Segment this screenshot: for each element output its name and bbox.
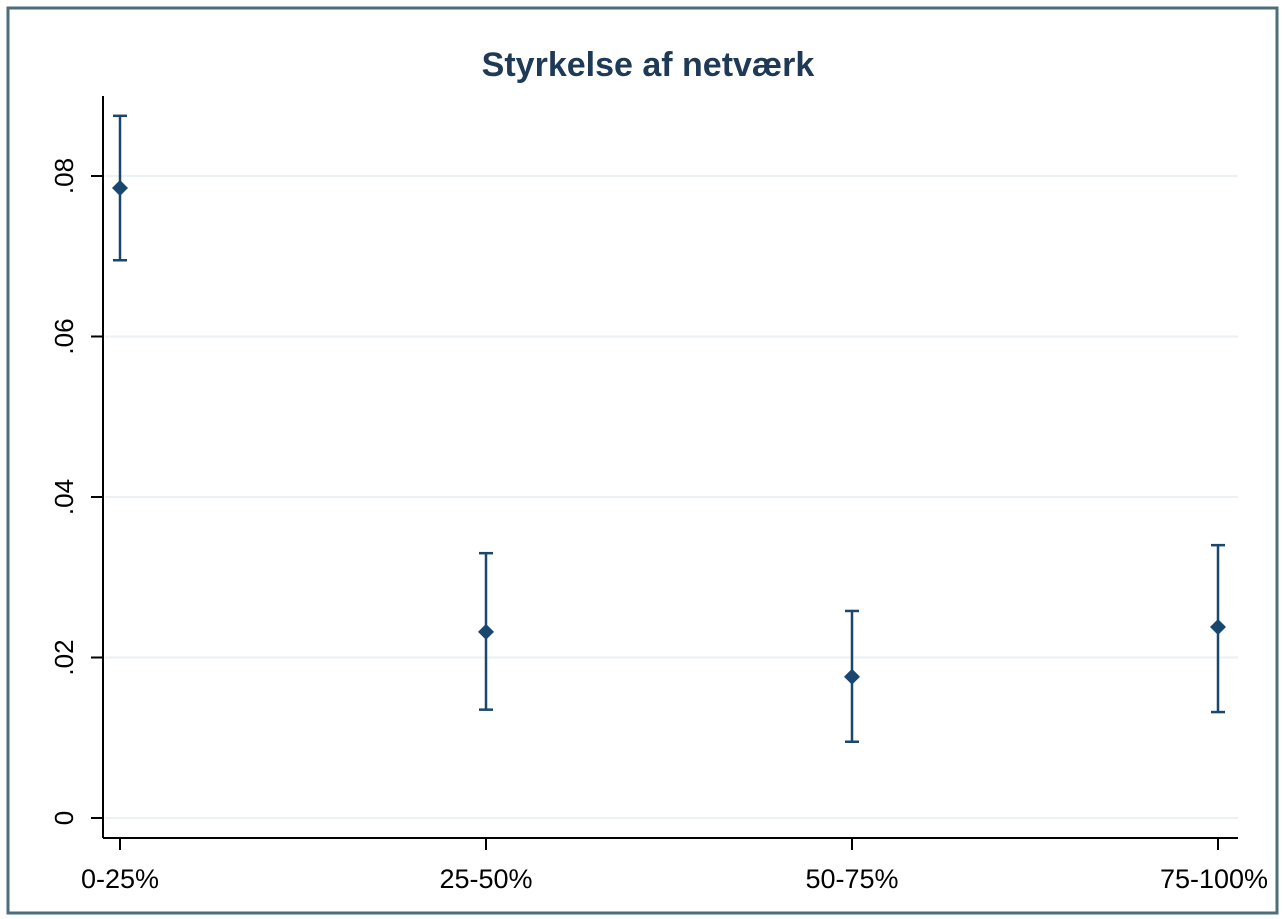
data-point-marker — [112, 180, 128, 197]
x-tick-label: 50-75% — [805, 864, 898, 894]
chart-title: Styrkelse af netværk — [482, 46, 815, 84]
x-axis: 0-25% 25-50% 50-75% 75-100% — [81, 837, 1268, 894]
y-tick-label: .04 — [49, 479, 79, 515]
data-point-group — [112, 114, 128, 262]
x-tick-label: 75-100% — [1160, 864, 1268, 894]
x-tick-label: 0-25% — [81, 864, 159, 894]
y-tick-label: .08 — [49, 158, 79, 194]
outer-border — [6, 6, 1279, 915]
data-point-marker — [844, 668, 860, 685]
data-point-marker — [1210, 619, 1226, 636]
data-marks — [112, 114, 1226, 744]
gridlines — [105, 175, 1238, 819]
data-point-group — [478, 551, 494, 711]
data-point-group — [1210, 543, 1226, 714]
y-tick-label: 0 — [49, 811, 79, 825]
x-tick-label: 25-50% — [439, 864, 532, 894]
y-tick-label: .02 — [49, 639, 79, 675]
y-tick-label: .06 — [49, 318, 79, 354]
data-point-marker — [478, 623, 494, 640]
data-point-group — [844, 609, 860, 744]
y-axis: 0 .02 .04 .06 .08 — [49, 96, 104, 838]
